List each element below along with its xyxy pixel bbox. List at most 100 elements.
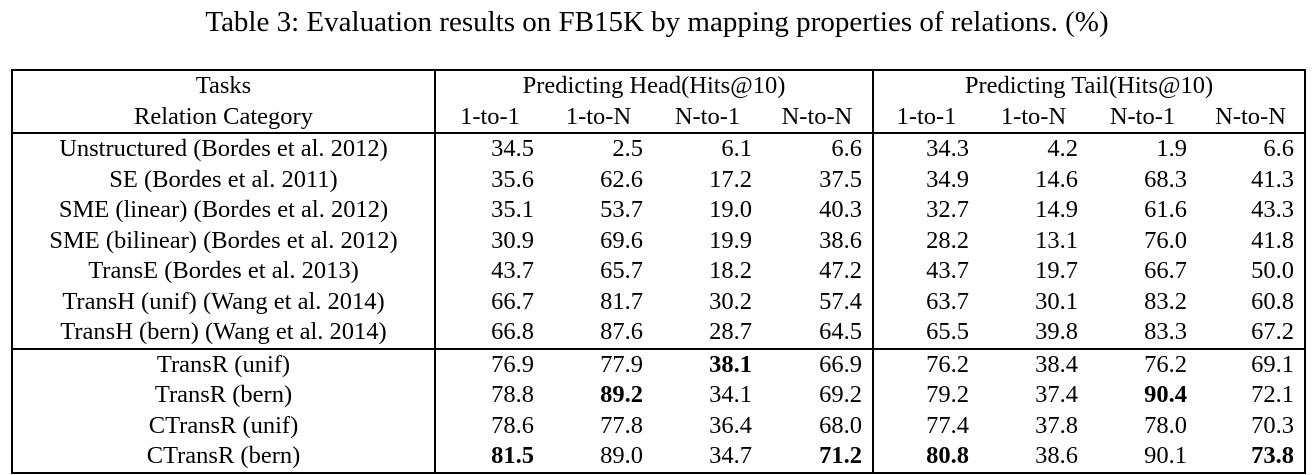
method-name: SME (bilinear) (Bordes et al. 2012)	[11, 225, 436, 256]
table-cell: 6.6	[1197, 133, 1307, 165]
table-cell: 1.9	[1156, 135, 1187, 163]
head-group-header: Predicting Head(Hits@10)	[435, 69, 874, 102]
method-name: SME (linear) (Bordes et al. 2012)	[11, 195, 436, 226]
table-cell: 4.2	[1047, 135, 1078, 163]
table-row: SME (bilinear) (Bordes et al. 2012) 30.9 6…	[11, 225, 1307, 256]
method-name: TransH (unif) (Wang et al. 2014)	[11, 286, 436, 317]
table-cell: 19.7	[1035, 257, 1078, 285]
method-name: TransE (Bordes et al. 2013)	[11, 256, 436, 287]
table-cell: 77.8	[600, 411, 643, 439]
table-cell: 65.5	[926, 318, 969, 346]
table-cell: 35.1	[491, 196, 534, 224]
table-cell: 30.9	[491, 226, 534, 254]
method-name: CTransR (bern)	[11, 441, 436, 474]
method-name: TransR (unif)	[11, 347, 436, 380]
table-cell: 28.7	[709, 318, 752, 346]
table-cell: 6.1	[721, 135, 752, 163]
table-cell: 69.2	[762, 380, 874, 411]
table-cell: 14.9	[1035, 196, 1078, 224]
table-cell: 41.8	[1197, 225, 1307, 256]
table-cell: 70.3	[1197, 410, 1307, 441]
table-cell: 38.1	[653, 347, 762, 380]
table-cell: 65.7	[600, 257, 643, 285]
table-cell: 72.1	[1197, 380, 1307, 411]
table-row: TransR (bern) 78.8 89.2 34.1 69.2 79.2 37.4 90.…	[11, 380, 1307, 411]
table-cell: 83.2	[1144, 287, 1187, 315]
column-header: N-to-1	[1088, 101, 1197, 134]
table-cell: 79.2	[926, 381, 969, 409]
table-cell: 34.1	[709, 381, 752, 409]
column-header: 1-to-1	[435, 101, 544, 134]
table-cell: 43.3	[1197, 195, 1307, 226]
table-cell: 57.4	[762, 286, 874, 317]
table-cell: 38.6	[979, 441, 1088, 474]
table-cell: 39.8	[1035, 318, 1078, 346]
table-cell: 53.7	[600, 196, 643, 224]
table-cell: 77.9	[544, 347, 653, 380]
table-cell: 69.6	[600, 226, 643, 254]
table-row: SME (linear) (Bordes et al. 2012) 35.1 53.…	[11, 195, 1307, 226]
table-row: TransE (Bordes et al. 2013) 43.7 65.7 18.2 4…	[11, 256, 1307, 287]
column-header: 1-to-1	[873, 101, 979, 134]
table-cell: 40.3	[762, 195, 874, 226]
table-cell: 60.8	[1197, 286, 1307, 317]
table-cell: 78.8	[491, 381, 534, 409]
table-cell: 37.5	[762, 164, 874, 195]
table-cell: 61.6	[1144, 196, 1187, 224]
table-cell: 41.3	[1197, 164, 1307, 195]
table-cell: 90.4	[1144, 381, 1187, 409]
table-row: Unstructured (Bordes et al. 2012) 34.5 2.5…	[11, 133, 1307, 165]
header-row-category: Relation Category 1-to-1 1-to-N N-to-1 N…	[11, 101, 1307, 134]
table-cell: 2.5	[612, 135, 643, 163]
table-row: CTransR (unif) 78.6 77.8 36.4 68.0 77.4 37.8 78…	[11, 410, 1307, 441]
table-cell: 37.4	[1035, 381, 1078, 409]
table-cell: 67.2	[1197, 317, 1307, 349]
table-cell: 77.4	[926, 411, 969, 439]
table-cell: 38.4	[979, 347, 1088, 380]
table-cell: 76.2	[873, 347, 979, 380]
column-header: 1-to-N	[544, 101, 653, 134]
table-cell: 66.9	[762, 347, 874, 380]
table-cell: 50.0	[1197, 256, 1307, 287]
table-cell: 63.7	[926, 287, 969, 315]
table-cell: 34.3	[926, 135, 969, 163]
method-name: CTransR (unif)	[11, 410, 436, 441]
table-cell: 66.7	[491, 287, 534, 315]
table-row: CTransR (bern) 81.5 89.0 34.7 71.2 80.8 38.6 90…	[11, 441, 1307, 474]
table-cell: 78.0	[1144, 411, 1187, 439]
table-cell: 14.6	[1035, 165, 1078, 193]
table-cell: 37.8	[1035, 411, 1078, 439]
table-cell: 18.2	[709, 257, 752, 285]
table-cell: 90.1	[1088, 441, 1197, 474]
table-cell: 28.2	[926, 226, 969, 254]
table-cell: 76.2	[1088, 347, 1197, 380]
table-cell: 71.2	[762, 441, 874, 474]
tasks-header: Tasks	[11, 69, 436, 102]
table-cell: 89.2	[600, 381, 643, 409]
method-name: Unstructured (Bordes et al. 2012)	[11, 133, 436, 165]
table-cell: 68.3	[1144, 165, 1187, 193]
table-cell: 43.7	[491, 257, 534, 285]
table-cell: 34.5	[491, 135, 534, 163]
table-cell: 34.7	[653, 441, 762, 474]
relation-category-header: Relation Category	[11, 101, 436, 134]
table-cell: 6.6	[762, 133, 874, 165]
tail-group-header: Predicting Tail(Hits@10)	[873, 69, 1307, 102]
table-cell: 80.8	[873, 441, 979, 474]
table-cell: 30.2	[709, 287, 752, 315]
table-cell: 68.0	[762, 410, 874, 441]
table-cell: 19.9	[709, 226, 752, 254]
table-row: SE (Bordes et al. 2011) 35.6 62.6 17.2 37.5 3…	[11, 164, 1307, 195]
table-cell: 69.1	[1197, 347, 1307, 380]
table-cell: 30.1	[1035, 287, 1078, 315]
table-cell: 13.1	[1035, 226, 1078, 254]
table-row: TransR (unif) 76.9 77.9 38.1 66.9 76.2 38.4 76.…	[11, 347, 1307, 380]
table-cell: 17.2	[709, 165, 752, 193]
table-cell: 66.8	[491, 318, 534, 346]
table-cell: 32.7	[926, 196, 969, 224]
column-header: N-to-1	[653, 101, 762, 134]
column-header: 1-to-N	[979, 101, 1088, 134]
table-row: TransH (unif) (Wang et al. 2014) 66.7 81.7…	[11, 286, 1307, 317]
table-cell: 76.0	[1144, 226, 1187, 254]
method-name: TransR (bern)	[11, 380, 436, 411]
